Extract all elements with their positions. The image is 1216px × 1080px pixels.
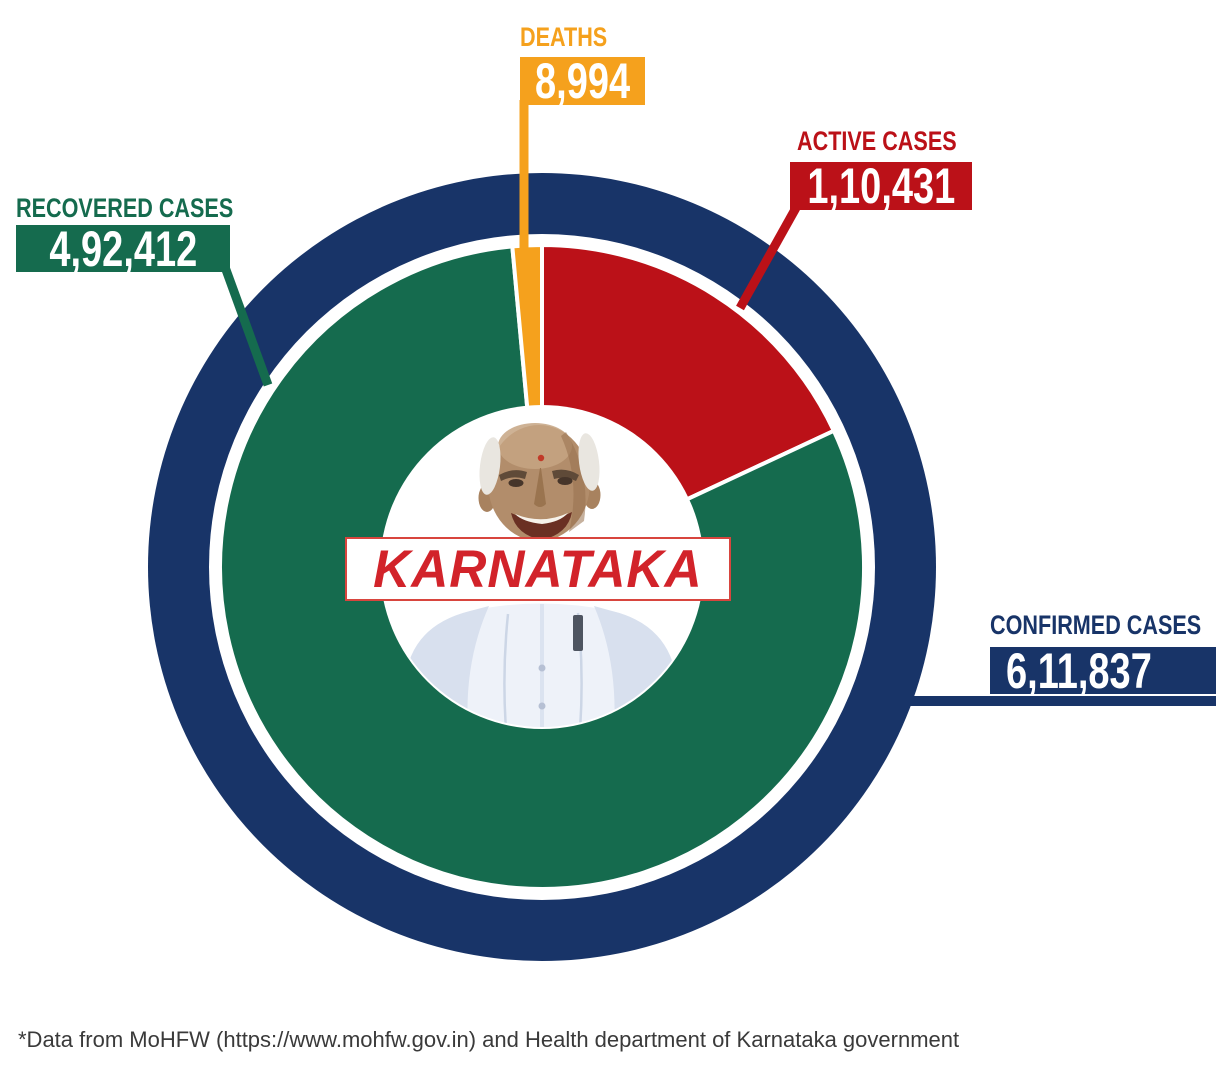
recovered-callout: RECOVERED CASES [16, 195, 288, 222]
source-note: *Data from MoHFW (https://www.mohfw.gov.… [18, 1027, 960, 1052]
cm-portrait-illustration [405, 423, 677, 727]
active-connector-line [736, 203, 801, 311]
active-title: ACTIVE CASES [797, 128, 997, 155]
portrait-hair-left [479, 437, 501, 495]
recovered-title: RECOVERED CASES [16, 195, 288, 222]
recovered-value: 4,92,412 [49, 220, 197, 277]
karnataka-banner-text: KARNATAKA [373, 539, 703, 599]
portrait-face-shade [561, 432, 586, 532]
portrait-kurta-fold [503, 613, 510, 727]
confirmed-value-box: 6,11,837 [990, 642, 1216, 699]
confirmed-title-text: CONFIRMED CASES [990, 610, 1202, 640]
confirmed-connector-bar [905, 696, 1216, 706]
recovered-title-text: RECOVERED CASES [16, 193, 234, 223]
deaths-title: DEATHS [520, 24, 629, 51]
active-value: 1,10,431 [807, 158, 955, 214]
recovered-connector-line [220, 265, 273, 387]
portrait-button [538, 702, 546, 710]
portrait-eye-right [557, 477, 573, 485]
karnataka-banner: KARNATAKA [345, 537, 731, 601]
deaths-value: 8,994 [534, 53, 631, 109]
portrait-teeth [515, 513, 568, 524]
confirmed-title: CONFIRMED CASES [990, 612, 1216, 639]
confirmed-callout: CONFIRMED CASES [990, 612, 1216, 639]
active-value-box: 1,10,431 [790, 158, 972, 214]
portrait-nose [534, 468, 546, 507]
portrait-pen [573, 615, 583, 651]
confirmed-value: 6,11,837 [1006, 642, 1152, 699]
portrait-bindi [537, 454, 545, 462]
portrait-button [538, 664, 546, 672]
active-title-text: ACTIVE CASES [797, 126, 957, 156]
portrait-crown-highlight [498, 423, 572, 469]
recovered-value-box: 4,92,412 [16, 220, 230, 277]
portrait-brow-left [499, 470, 527, 481]
active-callout: ACTIVE CASES [797, 128, 997, 155]
portrait-brow-right [552, 469, 579, 481]
deaths-callout: DEATHS [520, 24, 629, 51]
portrait-eye-left [508, 479, 524, 487]
deaths-title-text: DEATHS [520, 22, 608, 52]
portrait-hair-right [578, 433, 600, 491]
deaths-value-box: 8,994 [520, 53, 645, 109]
